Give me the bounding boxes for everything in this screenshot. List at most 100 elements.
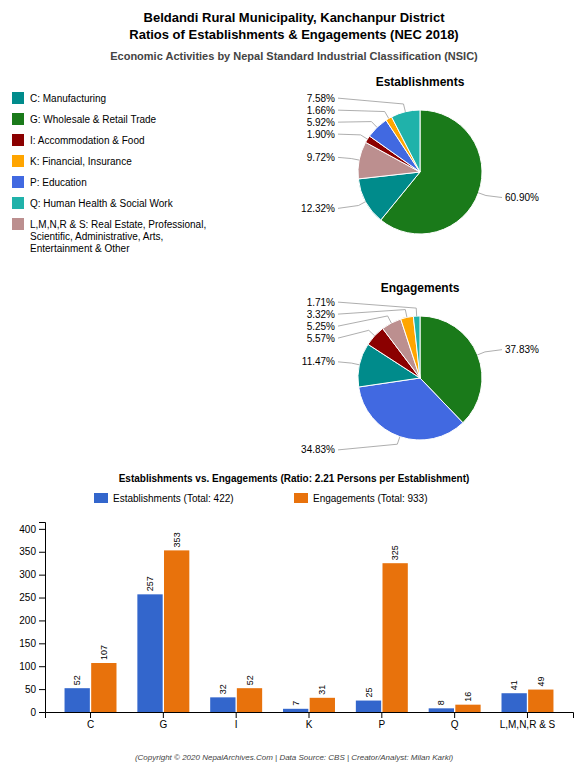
pie: 60.90%12.32%9.72%1.90%5.92%1.66%7.58%: [301, 93, 539, 234]
data-label: 257: [145, 576, 155, 591]
data-label: 7.58%: [307, 93, 335, 104]
tick-mark: [309, 712, 310, 718]
tick-mark: [39, 575, 45, 576]
tick: G: [159, 712, 167, 730]
bar: [210, 697, 235, 712]
legend-label: C: Manufacturing: [30, 93, 106, 104]
bars: [65, 550, 554, 712]
tick: 150: [19, 638, 45, 649]
leader-line: [338, 302, 417, 316]
tick-mark: [39, 643, 45, 644]
tick: Q: [451, 712, 459, 730]
data-label: 353: [172, 532, 182, 547]
legend-label: L,M,N,R & S: Real Estate, Professional,S…: [30, 219, 206, 254]
tick: C: [87, 712, 94, 730]
bar: [502, 693, 527, 712]
bar: [237, 688, 262, 712]
legend-label: K: Financial, Insurance: [30, 156, 132, 167]
legend-label: G: Wholesale & Retail Trade: [30, 114, 157, 125]
data-label: 107: [99, 645, 109, 660]
footer: (Copyright © 2020 NepalArchives.Com | Da…: [135, 753, 454, 762]
tick-label: 50: [25, 684, 37, 695]
leader-line: [338, 134, 367, 139]
legend-label: P: Education: [30, 177, 87, 188]
tick-mark: [527, 712, 528, 718]
tick-mark: [163, 712, 164, 718]
tick: I: [235, 712, 238, 730]
pie-slice: [359, 378, 463, 440]
legend-swatch: [12, 176, 24, 188]
pie-chart: Engagements37.83%34.83%11.47%5.57%5.25%3…: [301, 281, 539, 455]
bar: [310, 698, 335, 712]
bar: [528, 690, 553, 712]
data-label: 12.32%: [301, 203, 335, 214]
tick-mark: [381, 712, 382, 718]
bar: [455, 705, 480, 712]
tick: 250: [19, 592, 45, 603]
tick-mark: [39, 529, 45, 530]
data-label: 9.72%: [307, 152, 335, 163]
legend-label-line: Entertainment & Other: [30, 243, 130, 254]
leader-line: [338, 310, 407, 318]
data-label: 16: [463, 692, 473, 702]
bar: [356, 701, 381, 712]
legend-swatch: [294, 493, 308, 503]
y-axis: 0 50 100 150 200 250 300 350 400: [19, 523, 45, 718]
legend-swatch: [12, 155, 24, 167]
bar: [283, 709, 308, 712]
bar-chart: Establishments vs. Engagements (Ratio: 2…: [19, 473, 573, 730]
bar: [137, 594, 162, 712]
data-label: 52: [245, 675, 255, 685]
bar: [164, 550, 189, 712]
data-label: 3.32%: [307, 309, 335, 320]
x-axis: CGIKPQL,M,N,R & S: [46, 712, 574, 730]
data-label: 25: [364, 688, 374, 698]
tick-mark: [39, 712, 45, 713]
tick: 200: [19, 615, 45, 626]
legend-swatch: [12, 113, 24, 125]
pie-slice: [401, 316, 420, 378]
legend-label: Q: Human Health & Social Work: [30, 198, 174, 209]
data-label: 60.90%: [505, 192, 539, 203]
legend-swatch: [12, 197, 24, 209]
tick-mark: [39, 552, 45, 553]
data-label: 52: [72, 675, 82, 685]
legend-label-line: C: Manufacturing: [30, 93, 106, 104]
tick: K: [306, 712, 313, 730]
pie-chart: Establishments60.90%12.32%9.72%1.90%5.92…: [301, 75, 539, 234]
legend-swatch: [12, 134, 24, 146]
bar: [91, 663, 116, 712]
tick-label: P: [378, 719, 385, 730]
tick: 0: [30, 707, 45, 718]
tick-mark: [90, 712, 91, 718]
leader-line: [338, 110, 389, 118]
legend-label-line: Scientific, Administrative, Arts,: [30, 231, 163, 242]
data-label: 11.47%: [302, 356, 335, 367]
legend-label: Establishments (Total: 422): [113, 493, 234, 504]
legend-swatch: [12, 218, 24, 230]
leader-line: [338, 202, 366, 209]
tick: 350: [19, 546, 45, 557]
tick-label: I: [235, 719, 238, 730]
tick: 300: [19, 569, 45, 580]
legend-label-line: L,M,N,R & S: Real Estate, Professional,: [30, 219, 206, 230]
legend-label-line: Q: Human Health & Social Work: [30, 198, 174, 209]
legend-label-line: P: Education: [30, 177, 87, 188]
tick-label: 100: [19, 661, 36, 672]
leader-line: [338, 330, 375, 338]
axis-line: [39, 523, 46, 713]
data-label: 5.92%: [307, 117, 335, 128]
tick-label: C: [87, 719, 94, 730]
pie-title: Engagements: [381, 281, 460, 295]
axis-line: [46, 713, 574, 719]
tick-label: 300: [19, 569, 36, 580]
data-label: 34.83%: [301, 444, 335, 455]
tick-label: 400: [19, 524, 36, 535]
data-labels: 522573272584110735352313251649: [72, 532, 546, 705]
tick: P: [378, 712, 385, 730]
legend: Establishments (Total: 422)Engagements (…: [94, 493, 428, 504]
data-label: 1.90%: [307, 129, 335, 140]
tick-mark: [39, 598, 45, 599]
data-label: 49: [536, 677, 546, 687]
leader-line: [478, 193, 502, 198]
